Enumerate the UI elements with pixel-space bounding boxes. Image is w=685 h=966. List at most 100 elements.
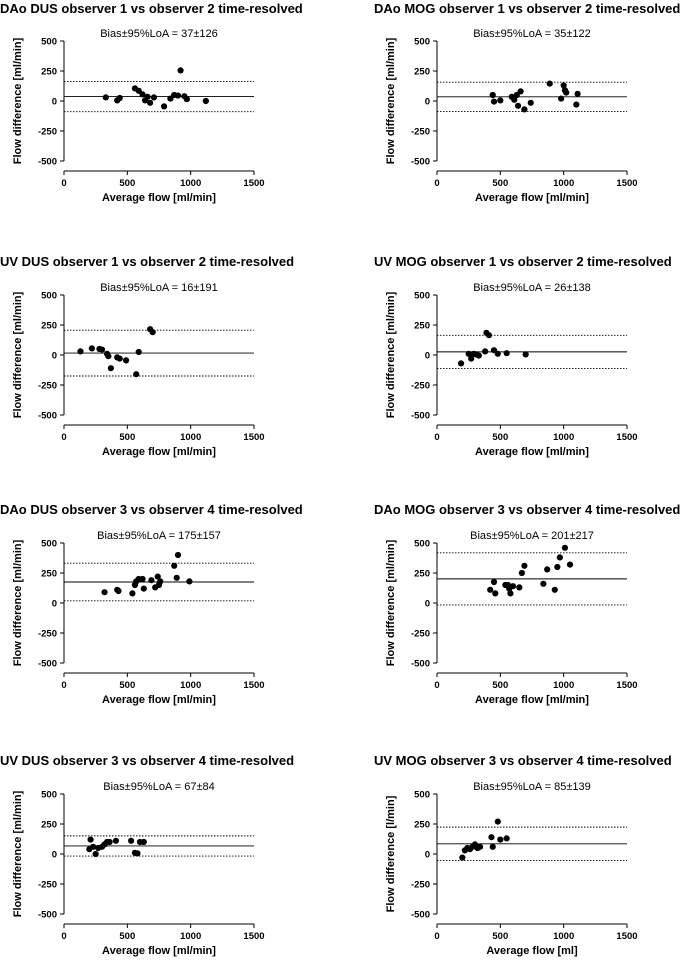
chart-panel-7: UV DUS observer 3 vs observer 4 time-res… (0, 753, 294, 957)
bias-loa-annotation: Bias±95%LoA = 35±122 (473, 28, 591, 40)
y-tick-label: -500 (38, 910, 57, 921)
y-tick-label: -500 (411, 157, 430, 168)
y-axis-label: Flow difference [ml/min] (12, 37, 24, 164)
y-tick-label: 250 (414, 820, 430, 831)
y-tick-label: -250 (38, 629, 57, 640)
data-point (563, 89, 570, 96)
data-point (77, 348, 84, 355)
data-point (517, 88, 524, 95)
data-point (551, 586, 558, 593)
data-point (521, 562, 528, 569)
chart-title: DAo DUS observer 1 vs observer 2 time-re… (0, 1, 303, 16)
data-point (105, 353, 112, 360)
bias-loa-annotation: Bias±95%LoA = 201±217 (470, 530, 594, 542)
x-tick-label: 0 (434, 931, 439, 942)
x-tick-label: 500 (119, 432, 135, 443)
chart-title: DAo MOG observer 3 vs observer 4 time-re… (374, 502, 680, 517)
data-point (133, 371, 140, 378)
data-point (116, 94, 123, 102)
bias-loa-annotation: Bias±95%LoA = 37±126 (100, 28, 218, 40)
x-tick-label: 1500 (616, 680, 637, 691)
data-point (174, 92, 182, 99)
data-point (488, 834, 495, 841)
data-point (160, 103, 168, 110)
y-tick-label: 250 (414, 569, 430, 580)
y-axis-label: Flow difference [ml/min] (385, 539, 397, 666)
data-point (87, 836, 94, 843)
y-tick-label: 500 (41, 291, 57, 302)
data-point (468, 355, 475, 362)
data-point (516, 584, 523, 591)
y-axis-label: Flow difference [l/min] (385, 795, 397, 912)
x-axis-label: Average flow [ml/min] (475, 192, 589, 204)
y-tick-label: 250 (41, 321, 57, 332)
data-point (507, 590, 514, 597)
chart-panel-4: UV MOG observer 1 vs observer 2 time-res… (374, 254, 672, 458)
data-point (511, 96, 518, 103)
y-tick-label: -250 (411, 127, 430, 138)
data-point (177, 67, 184, 74)
data-point (101, 589, 108, 596)
y-tick-label: -250 (38, 880, 57, 891)
y-tick-label: 0 (425, 599, 430, 610)
data-point (202, 97, 209, 105)
x-tick-label: 1000 (553, 931, 574, 942)
y-tick-label: 500 (41, 790, 57, 801)
x-tick-label: 0 (61, 432, 66, 443)
x-tick-label: 500 (492, 931, 508, 942)
chart-title: UV DUS observer 3 vs observer 4 time-res… (0, 753, 294, 768)
x-tick-label: 500 (119, 931, 135, 942)
bias-loa-annotation: Bias±95%LoA = 16±191 (100, 282, 218, 294)
data-point (112, 837, 120, 844)
data-point (554, 563, 561, 571)
y-tick-label: 500 (414, 539, 430, 550)
data-point (459, 854, 466, 861)
data-point (457, 360, 465, 367)
x-tick-label: 500 (492, 680, 508, 691)
y-tick-label: 0 (425, 850, 430, 861)
y-tick-label: -500 (38, 411, 57, 422)
chart-title: DAo DUS observer 3 vs observer 4 time-re… (0, 502, 303, 517)
chart-title: UV MOG observer 3 vs observer 4 time-res… (374, 753, 672, 768)
data-point (140, 838, 147, 846)
y-tick-label: 0 (52, 599, 57, 610)
data-point (518, 569, 525, 577)
y-tick-label: 500 (414, 37, 430, 48)
data-point (465, 350, 472, 357)
x-tick-label: 1500 (243, 680, 264, 691)
chart-panel-5: DAo DUS observer 3 vs observer 4 time-re… (0, 502, 303, 706)
y-tick-label: 500 (41, 539, 57, 550)
data-point (149, 329, 156, 336)
data-point (574, 90, 581, 97)
data-point (558, 95, 565, 102)
chart-title: UV MOG observer 1 vs observer 2 time-res… (374, 254, 672, 269)
data-point (544, 566, 551, 573)
x-tick-label: 1000 (553, 432, 574, 443)
x-tick-label: 500 (119, 680, 135, 691)
data-point (129, 590, 136, 597)
y-tick-label: -250 (38, 127, 57, 138)
data-point (490, 98, 498, 105)
data-point (503, 350, 510, 357)
data-point (546, 80, 553, 87)
y-tick-label: -250 (411, 629, 430, 640)
y-axis-label: Flow difference [ml/min] (385, 291, 397, 418)
data-point (485, 332, 493, 339)
x-axis-label: Average flow [ml/min] (102, 192, 216, 204)
y-tick-label: 0 (425, 351, 430, 362)
x-axis-label: Average flow [ml] (486, 945, 578, 957)
x-tick-label: 0 (434, 680, 439, 691)
chart-panel-3: UV DUS observer 1 vs observer 2 time-res… (0, 254, 294, 458)
y-tick-label: 500 (414, 790, 430, 801)
y-tick-label: -250 (411, 381, 430, 392)
y-axis-label: Flow difference [ml/min] (385, 37, 397, 164)
x-tick-label: 0 (61, 931, 66, 942)
chart-panel-2: DAo MOG observer 1 vs observer 2 time-re… (374, 1, 680, 204)
y-tick-label: -250 (411, 880, 430, 891)
data-point (139, 91, 146, 98)
y-tick-label: -250 (38, 381, 57, 392)
data-point (144, 93, 151, 100)
data-point (88, 345, 95, 352)
x-tick-label: 1000 (553, 178, 574, 189)
